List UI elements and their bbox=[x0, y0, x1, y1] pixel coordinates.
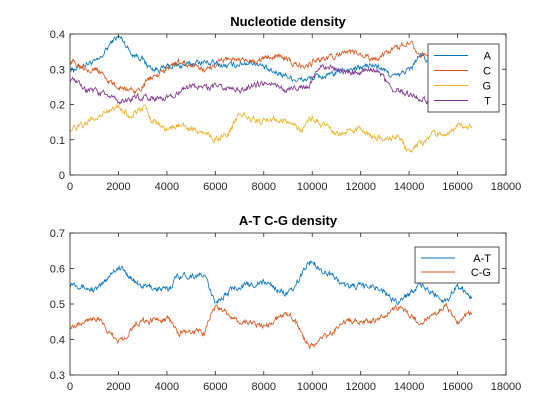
x-tick-label: 4000 bbox=[155, 181, 179, 193]
legend-label-g: G bbox=[482, 81, 491, 93]
subplot-at-cg-density: A-T C-G density 0 2000 4000 6000 8000 10000 120… bbox=[50, 213, 522, 393]
y-tick-label: 0.6 bbox=[50, 264, 65, 276]
y-tick-label: 0.1 bbox=[50, 135, 65, 147]
legend-label-t: T bbox=[484, 96, 491, 108]
y-tick-label: 0 bbox=[59, 170, 65, 182]
y-tick-label: 0.3 bbox=[50, 370, 65, 382]
legend: A-T C-G bbox=[414, 246, 500, 284]
legend-box bbox=[414, 246, 500, 284]
x-tick-label: 12000 bbox=[345, 181, 376, 193]
y-tick-label: 0.3 bbox=[50, 64, 65, 76]
y-tick-label: 0.2 bbox=[50, 100, 65, 112]
legend-label-c-g: C-G bbox=[471, 267, 491, 279]
series-line-g bbox=[70, 103, 473, 154]
x-tick-label: 4000 bbox=[155, 381, 179, 393]
x-tick-label: 0 bbox=[67, 381, 73, 393]
series-line-c-g bbox=[70, 302, 473, 349]
x-tick-label: 16000 bbox=[442, 181, 473, 193]
x-tick-label: 12000 bbox=[345, 381, 376, 393]
x-tick-label: 8000 bbox=[252, 181, 276, 193]
legend-label-a: A bbox=[484, 51, 492, 63]
series-line-t bbox=[70, 63, 473, 109]
x-tick-label: 8000 bbox=[252, 381, 276, 393]
x-tick-label: 14000 bbox=[394, 381, 425, 393]
chart-title: Nucleotide density bbox=[230, 14, 346, 29]
series-line-a-t bbox=[70, 260, 473, 305]
series-line-c bbox=[70, 40, 473, 95]
x-tick-label: 2000 bbox=[106, 181, 130, 193]
series-lines bbox=[70, 35, 473, 154]
x-tick-label: 18000 bbox=[491, 381, 522, 393]
y-tick-label: 0.4 bbox=[50, 335, 65, 347]
x-tick-label: 6000 bbox=[203, 381, 227, 393]
x-tick-label: 10000 bbox=[297, 381, 328, 393]
x-tick-label: 6000 bbox=[203, 181, 227, 193]
series-lines bbox=[70, 260, 473, 349]
x-tick-label: 10000 bbox=[297, 181, 328, 193]
y-tick-label: 0.4 bbox=[50, 29, 65, 41]
subplot-nucleotide-density: Nucleotide density 0 2000 4000 6000 8000 10000… bbox=[50, 14, 522, 193]
x-tick-label: 16000 bbox=[442, 381, 473, 393]
y-tick-label: 0.7 bbox=[50, 228, 65, 240]
x-tick-label: 0 bbox=[67, 181, 73, 193]
legend-label-c: C bbox=[483, 66, 491, 78]
y-tick-label: 0.5 bbox=[50, 299, 65, 311]
x-tick-label: 18000 bbox=[491, 181, 522, 193]
x-tick-label: 14000 bbox=[394, 181, 425, 193]
series-line-a bbox=[70, 35, 473, 83]
x-tick-label: 2000 bbox=[106, 381, 130, 393]
legend-label-a-t: A-T bbox=[473, 253, 491, 265]
chart-title: A-T C-G density bbox=[239, 213, 338, 228]
